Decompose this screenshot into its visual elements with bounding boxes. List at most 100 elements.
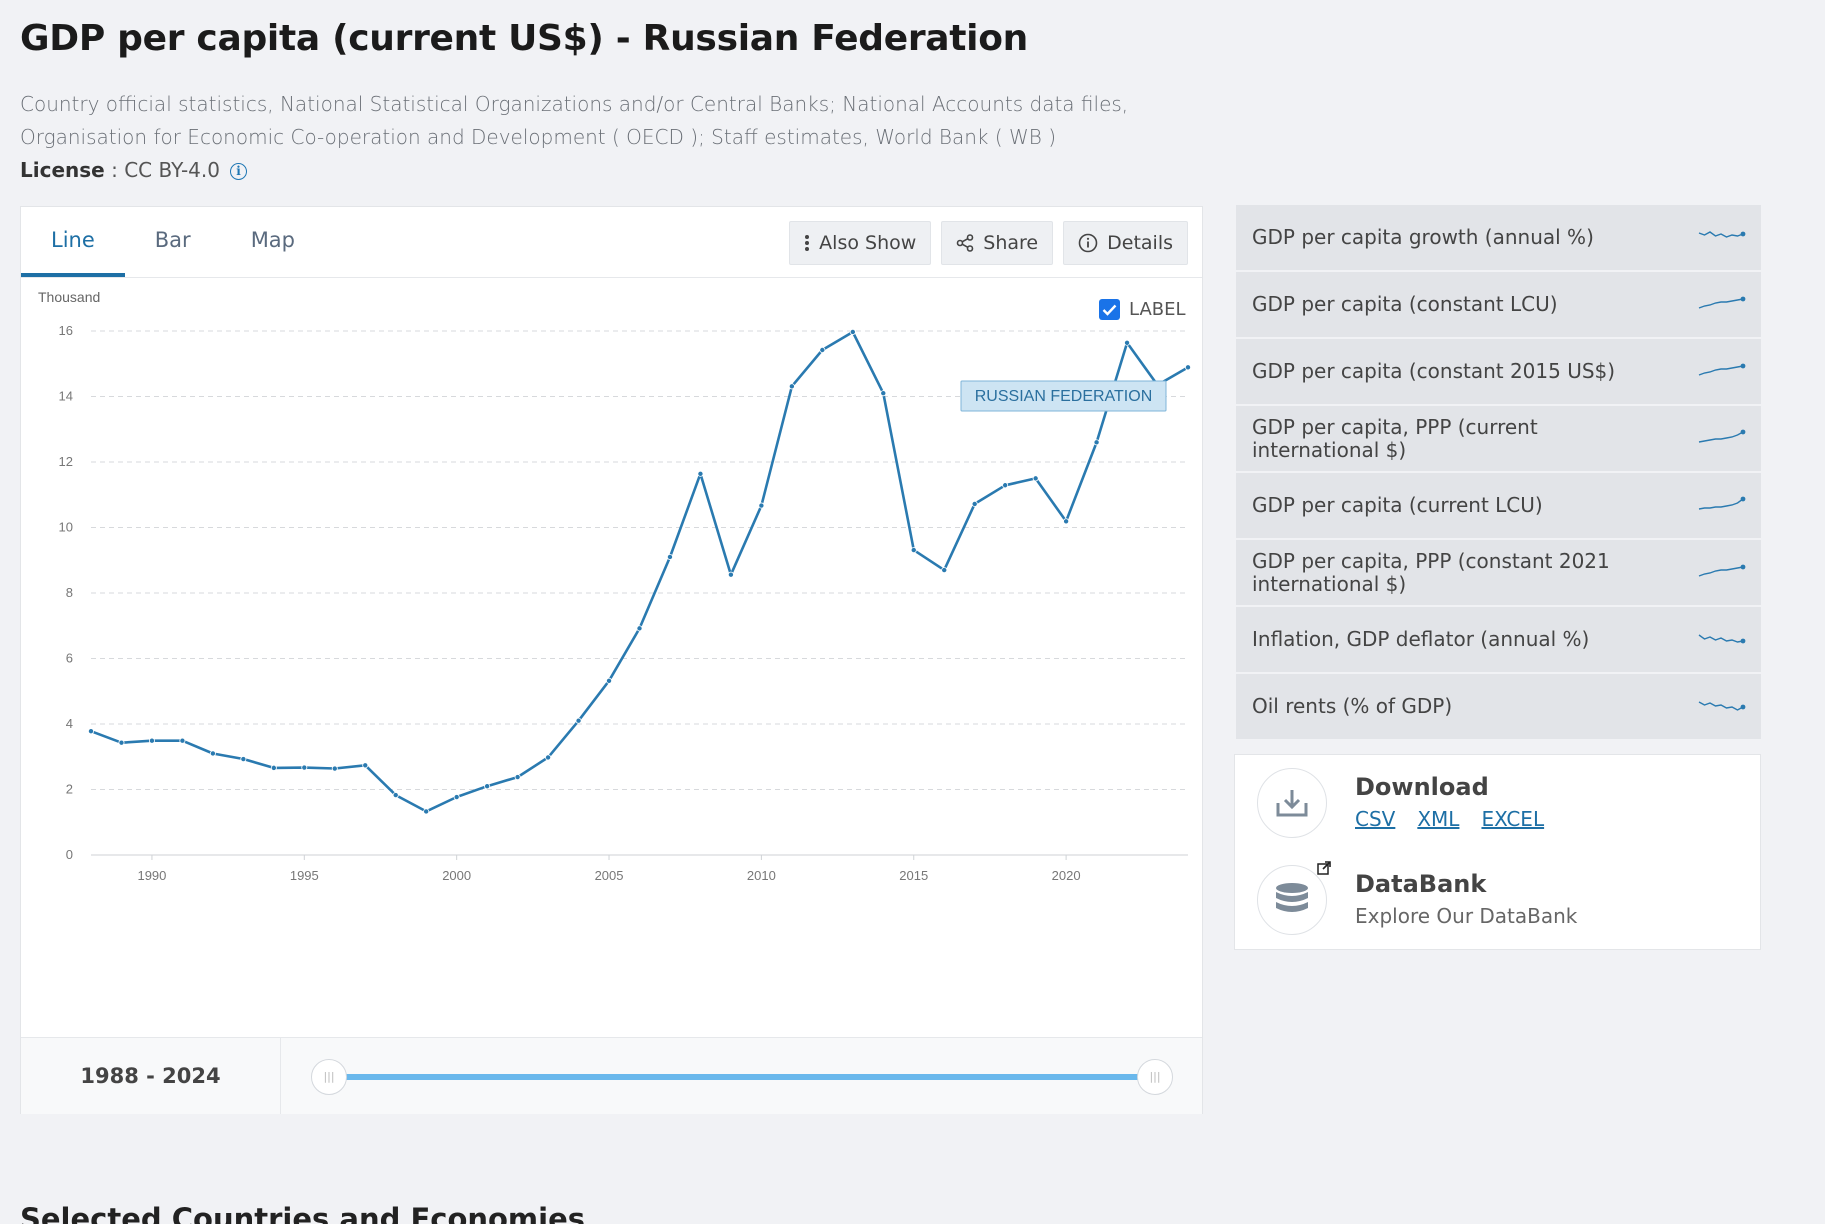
data-point	[1093, 439, 1100, 446]
data-point	[423, 808, 430, 815]
related-indicator-label: GDP per capita (current LCU)	[1252, 493, 1543, 517]
range-start-handle[interactable]: |||	[311, 1059, 347, 1095]
details-button[interactable]: Details	[1063, 221, 1188, 265]
related-indicator-item[interactable]: Oil rents (% of GDP)	[1236, 674, 1761, 739]
data-point	[148, 737, 155, 744]
year-range-track[interactable]	[326, 1074, 1144, 1080]
data-point	[209, 750, 216, 757]
data-point	[301, 764, 308, 771]
related-indicator-item[interactable]: GDP per capita (constant 2015 US$)	[1236, 339, 1761, 404]
x-tick-label: 1990	[137, 868, 166, 883]
data-point	[1124, 339, 1131, 346]
label-toggle[interactable]: LABEL	[1099, 299, 1186, 320]
related-indicator-label: Inflation, GDP deflator (annual %)	[1252, 627, 1590, 651]
tab-bar[interactable]: Bar	[154, 228, 191, 252]
data-point	[331, 765, 338, 772]
external-link-icon[interactable]	[1317, 861, 1331, 875]
download-excel-link[interactable]: EXCEL	[1481, 807, 1545, 831]
y-tick-label: 12	[59, 454, 73, 469]
more-vertical-icon	[804, 234, 810, 252]
sparkline-icon	[1698, 496, 1746, 510]
data-point	[545, 754, 552, 761]
related-indicator-item[interactable]: GDP per capita, PPP (constant 2021 inter…	[1236, 540, 1761, 605]
data-point	[606, 677, 613, 684]
share-icon	[956, 234, 974, 252]
data-point	[453, 794, 460, 801]
selected-countries-heading: Selected Countries and Economies	[20, 1202, 586, 1224]
x-tick-label: 1995	[290, 868, 319, 883]
related-indicator-item[interactable]: GDP per capita, PPP (current internation…	[1236, 406, 1761, 471]
database-icon	[1257, 865, 1327, 935]
data-point	[910, 547, 917, 554]
download-csv-link[interactable]: CSV	[1355, 807, 1396, 831]
license: License : CC BY-4.0 i	[20, 158, 247, 182]
data-point	[270, 764, 277, 771]
info-circle-icon	[1078, 233, 1098, 253]
related-indicator-label: Oil rents (% of GDP)	[1252, 694, 1453, 718]
y-tick-label: 16	[59, 323, 73, 338]
data-point	[118, 739, 125, 746]
related-indicators: GDP per capita growth (annual %) GDP per …	[1236, 205, 1761, 741]
year-range-label: 1988 - 2024	[21, 1038, 281, 1114]
related-indicator-item[interactable]: GDP per capita (current LCU)	[1236, 473, 1761, 538]
download-xml-link[interactable]: XML	[1417, 807, 1460, 831]
data-point	[484, 783, 491, 790]
label-toggle-text: LABEL	[1129, 299, 1186, 320]
x-tick-label: 2000	[442, 868, 471, 883]
x-tick-label: 2015	[899, 868, 928, 883]
related-indicator-item[interactable]: GDP per capita growth (annual %)	[1236, 205, 1761, 270]
data-point	[788, 383, 795, 390]
x-tick-label: 2010	[747, 868, 776, 883]
tab-divider	[21, 277, 1202, 278]
data-point	[1063, 518, 1070, 525]
also-show-label: Also Show	[819, 232, 917, 254]
related-indicator-label: GDP per capita (constant LCU)	[1252, 292, 1558, 316]
license-label: License	[20, 158, 105, 182]
y-tick-label: 10	[59, 520, 73, 535]
tab-map[interactable]: Map	[250, 228, 296, 252]
y-tick-label: 0	[66, 847, 73, 862]
sparkline-icon	[1698, 634, 1746, 644]
source-text: Country official statistics, National St…	[20, 92, 1129, 149]
info-icon[interactable]: i	[229, 163, 247, 180]
range-end-handle[interactable]: |||	[1137, 1059, 1173, 1095]
data-point	[240, 756, 247, 763]
related-indicator-label: GDP per capita, PPP (constant 2021 inter…	[1252, 548, 1610, 596]
data-point	[1002, 482, 1009, 489]
download-panel: Download CSV XML EXCEL DataBank Explore …	[1234, 754, 1761, 950]
share-button[interactable]: Share	[941, 221, 1054, 265]
databank-row[interactable]: DataBank Explore Our DataBank	[1235, 852, 1760, 947]
data-point	[941, 567, 948, 574]
related-indicator-label: GDP per capita, PPP (current internation…	[1252, 414, 1538, 462]
also-show-button[interactable]: Also Show	[789, 221, 932, 265]
data-point	[849, 328, 856, 335]
data-point	[1032, 475, 1039, 482]
sparkline-icon	[1698, 429, 1746, 443]
data-point	[727, 571, 734, 578]
details-label: Details	[1107, 232, 1173, 254]
data-point	[575, 717, 582, 724]
download-row: Download CSV XML EXCEL	[1235, 755, 1760, 850]
data-point	[666, 553, 673, 560]
sparkline-icon	[1698, 701, 1746, 711]
x-tick-label: 2005	[595, 868, 624, 883]
page-title: GDP per capita (current US$) - Russian F…	[20, 18, 1028, 59]
related-indicator-item[interactable]: Inflation, GDP deflator (annual %)	[1236, 607, 1761, 672]
sparkline-icon	[1698, 296, 1746, 309]
y-tick-label: 2	[66, 782, 73, 797]
databank-title[interactable]: DataBank	[1355, 870, 1487, 898]
share-label: Share	[983, 232, 1039, 254]
data-point	[1185, 364, 1192, 371]
check-icon	[1102, 304, 1117, 316]
sparkline-icon	[1698, 363, 1746, 376]
related-indicator-item[interactable]: GDP per capita (constant LCU)	[1236, 272, 1761, 337]
data-point	[697, 470, 704, 477]
label-checkbox[interactable]	[1099, 299, 1120, 320]
y-axis-label: Thousand	[38, 289, 100, 305]
tab-line[interactable]: Line	[21, 207, 125, 277]
data-point	[179, 737, 186, 744]
download-icon	[1257, 768, 1327, 838]
download-links: CSV XML EXCEL	[1355, 807, 1544, 831]
sparkline-icon	[1698, 564, 1746, 577]
year-range-bar: 1988 - 2024 ||| |||	[21, 1037, 1202, 1114]
